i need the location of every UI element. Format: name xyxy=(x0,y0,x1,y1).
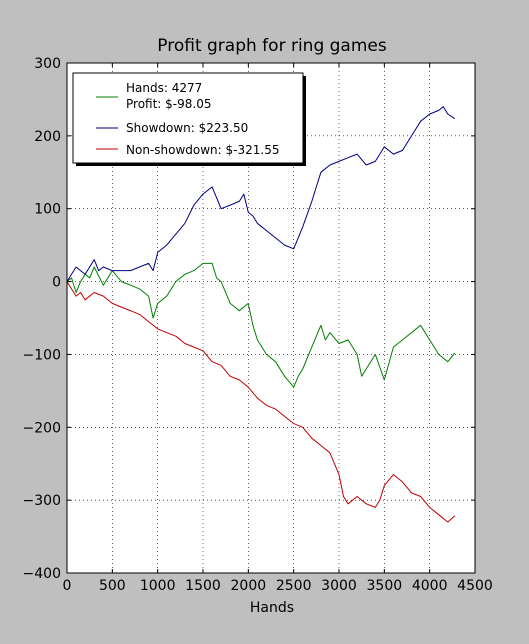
x-tick-label: 2500 xyxy=(276,578,312,594)
plot-frame xyxy=(66,62,476,574)
x-tick-label: 3000 xyxy=(321,578,357,594)
x-tick-label: 500 xyxy=(99,578,126,594)
y-tick-label: −400 xyxy=(23,566,61,582)
x-tick-label: 3500 xyxy=(367,578,403,594)
chart-title: Profit graph for ring games xyxy=(157,36,387,56)
y-tick-label: 0 xyxy=(52,275,61,291)
legend-box xyxy=(72,72,304,164)
series-group xyxy=(66,106,456,523)
legend: Hands: 4277 Profit: $-98.05 Showdown: $2… xyxy=(72,72,306,166)
legend-label-showdown: Showdown: $223.50 xyxy=(126,121,248,135)
y-tick-label: 200 xyxy=(34,129,61,145)
x-tick-label: 1500 xyxy=(185,578,221,594)
x-tick-label: 4000 xyxy=(412,578,448,594)
legend-label-nonshowdown: Non-showdown: $-321.55 xyxy=(126,143,279,157)
x-tick-label: 0 xyxy=(63,578,72,594)
y-tick-label: 300 xyxy=(34,56,61,72)
axis-ticks: 0 500 1000 1500 2000 2500 3000 3500 4000 45003002… xyxy=(23,56,493,594)
grid xyxy=(67,63,475,573)
y-tick-label: 100 xyxy=(34,202,61,218)
showdown-line xyxy=(66,106,456,282)
x-tick-label: 4500 xyxy=(457,578,493,594)
y-tick-label: −100 xyxy=(23,347,61,363)
x-tick-label: 2000 xyxy=(231,578,267,594)
profit-line xyxy=(66,262,456,388)
legend-label-profit: Profit: $-98.05 xyxy=(126,97,211,111)
y-tick-label: −300 xyxy=(23,493,61,509)
y-tick-label: −200 xyxy=(23,420,61,436)
x-axis-label: Hands xyxy=(250,600,294,616)
x-tick-label: 1000 xyxy=(140,578,176,594)
nonshowdown-line xyxy=(66,281,456,523)
legend-label-hands: Hands: 4277 xyxy=(126,81,202,95)
